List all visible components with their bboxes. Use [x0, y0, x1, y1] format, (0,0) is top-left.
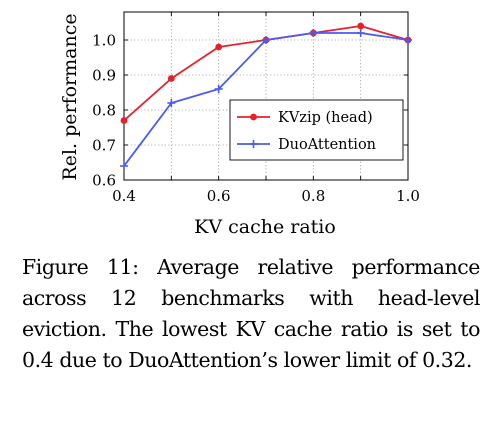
duoattention-data-point: [309, 29, 318, 37]
y-tick-label: 0.8: [92, 102, 116, 120]
chart-legend: KVzip (head) DuoAttention: [229, 99, 404, 161]
y-tick-label: 0.6: [92, 172, 116, 190]
data-series: [120, 22, 412, 170]
kvzip-data-point: [120, 117, 128, 124]
x-tick-label: 1.0: [396, 187, 420, 205]
y-tick-label: 0.9: [92, 67, 116, 85]
legend-box: [229, 99, 404, 161]
kvzip-data-point: [357, 22, 365, 30]
duoattention-data-point: [262, 36, 270, 44]
duoattention-data-point: [167, 99, 176, 107]
duoattention-data-point: [404, 36, 412, 44]
duoattention-data-point: [120, 162, 128, 170]
duoattention-data-point: [356, 29, 365, 37]
duoattention-legend-label: DuoAttention: [278, 137, 376, 153]
kvzip-data-point: [215, 43, 223, 51]
x-tick-label: 0.8: [301, 187, 325, 205]
x-axis-title: KV cache ratio: [194, 216, 336, 238]
x-tick-label: 0.4: [112, 187, 136, 205]
axis-ticks: 0.4 0.6 0.8 1.00.60.70.80.91.0: [92, 12, 420, 205]
duoattention-legend-marker: [249, 140, 258, 148]
y-tick-label: 0.7: [92, 137, 116, 155]
line-chart-figure: 0.4 0.6 0.8 1.0 0.6 0.7 0.8 0.9 1.0 KVzip (head)…: [59, 11, 420, 238]
duoattention-data-point: [214, 85, 223, 93]
figure-caption: Figure 11: Average relative performance …: [22, 255, 480, 372]
line-chart: 0.4 0.6 0.8 1.00.60.70.80.91.0 KVzip (head)…: [59, 11, 420, 238]
kvzip-legend-marker: [250, 113, 257, 121]
x-tick-label: 0.6: [207, 187, 231, 205]
kvzip-data-point: [167, 75, 175, 82]
y-axis-title: Rel. performance: [59, 13, 81, 180]
y-tick-label: 1.0: [92, 32, 116, 50]
kvzip-legend-label: KVzip (head): [278, 110, 373, 126]
